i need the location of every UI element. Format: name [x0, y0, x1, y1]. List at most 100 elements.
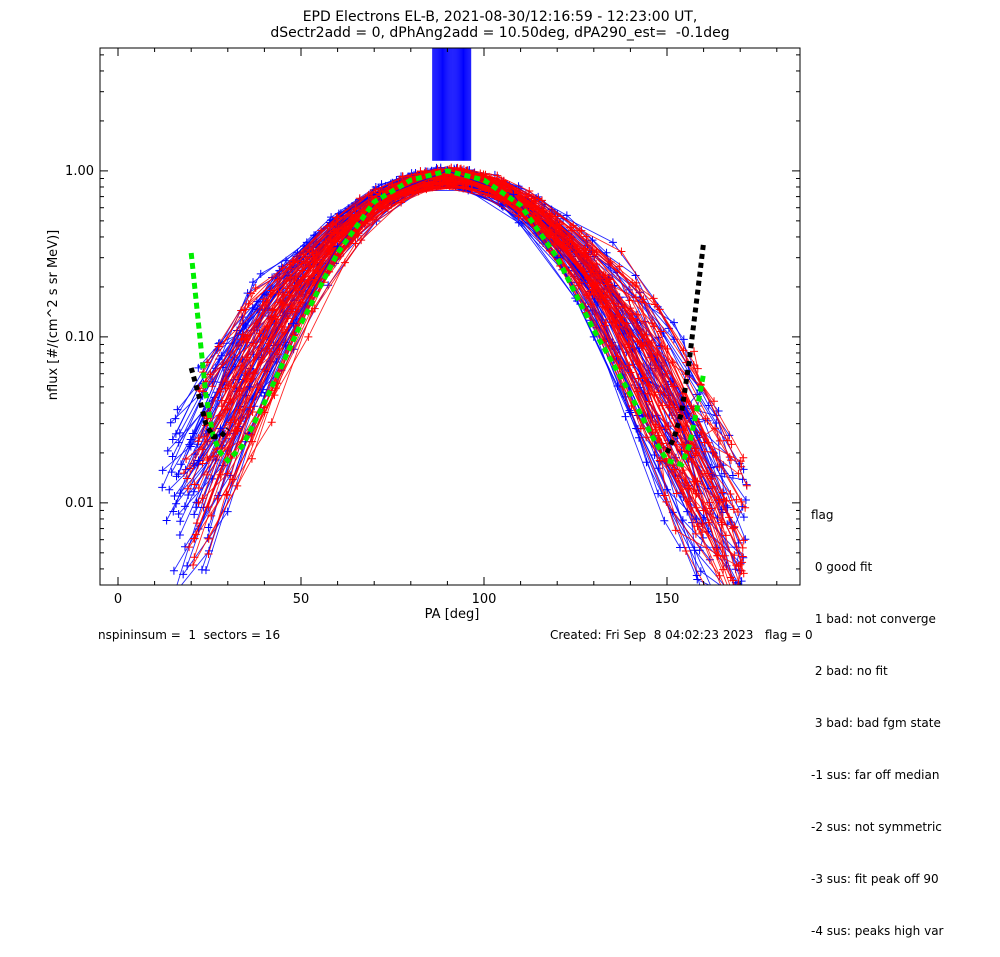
red-spin-curve-marker — [698, 528, 707, 537]
red-spin-curve-marker — [718, 488, 727, 497]
red-spin-curve-marker — [729, 576, 738, 585]
red-spin-curve-marker — [194, 434, 203, 443]
red-spin-curve-marker — [628, 314, 637, 323]
red-spin-curve-marker — [611, 319, 620, 328]
red-spin-curve-marker — [241, 369, 250, 378]
blue-spin-curve-marker — [204, 523, 213, 532]
red-spin-curve-marker — [190, 534, 199, 543]
red-spin-curve-marker — [462, 166, 471, 175]
blue-spin-curve-marker — [170, 492, 179, 501]
blue-spin-curve-marker — [660, 516, 669, 525]
red-spin-curve-marker — [707, 474, 716, 483]
red-spin-curve-marker — [708, 594, 716, 602]
red-spin-curve-marker — [449, 180, 458, 189]
red-series-line-marker — [655, 456, 664, 465]
blue-spin-curve-marker — [498, 202, 507, 211]
red-spin-curve-marker — [701, 447, 710, 456]
y-tick-label: 0.10 — [65, 330, 94, 345]
x-tick-label: 150 — [655, 592, 680, 607]
red-spin-curve-marker — [723, 436, 732, 445]
chart-title-line-1: EPD Electrons EL-B, 2021-08-30/12:16:59 … — [302, 9, 698, 25]
red-spin-curve-marker — [278, 263, 287, 272]
red-spin-curve-marker — [615, 262, 624, 271]
blue-spin-curve-marker — [174, 510, 183, 519]
blue-spin-curve-marker — [679, 335, 688, 344]
red-spin-curve-marker — [192, 519, 201, 528]
red-spin-curve-marker — [707, 504, 716, 513]
blue-spin-curve-marker — [171, 414, 180, 423]
red-spin-curve-marker — [656, 388, 665, 397]
blue-spin-curve-marker — [741, 599, 749, 607]
blue-spin-curve-marker — [249, 278, 258, 287]
red-spin-curve-marker — [190, 480, 199, 489]
red-spin-curve-marker — [681, 547, 690, 556]
red-spin-curve-marker — [179, 469, 188, 478]
red-spin-curve-marker — [231, 426, 240, 435]
red-spin-curve-marker — [738, 543, 747, 552]
red-spin-curve-marker — [740, 599, 748, 607]
data-layer — [158, 48, 751, 607]
red-spin-curve-marker — [654, 431, 663, 440]
red-spin-curve-marker — [590, 250, 599, 259]
blue-spin-curve-marker — [175, 428, 184, 437]
red-spin-curve-marker — [732, 599, 740, 607]
blue-spin-curve — [195, 185, 699, 508]
blue-spin-curve-marker — [678, 516, 687, 525]
red-spin-curve-marker — [525, 202, 534, 211]
red-spin-curve-marker — [581, 244, 590, 253]
red-spin-curve-marker — [304, 272, 313, 281]
blue-spin-curve-marker — [190, 510, 199, 519]
red-spin-curve-marker — [739, 569, 748, 578]
red-spin-curve-marker — [198, 494, 207, 503]
red-spin-curve-marker — [724, 599, 732, 607]
blue-spin-curve-marker — [167, 599, 175, 607]
red-spin-curve-marker — [345, 210, 354, 219]
red-spin-curve — [202, 167, 742, 462]
red-spin-curve-marker — [247, 374, 256, 383]
blue-series-line-marker — [165, 485, 174, 494]
blue-spin-curve-marker — [191, 503, 200, 512]
y-axis-label: nflux [#/(cm^2 s sr MeV)] — [46, 230, 61, 400]
red-spin-curve-marker — [422, 185, 431, 194]
footer-right-info: Created: Fri Sep 8 04:02:23 2023 flag = … — [550, 628, 813, 642]
red-spin-curve-marker — [203, 455, 212, 464]
blue-spin-curve — [196, 182, 737, 548]
red-spin-curve-marker — [728, 599, 736, 607]
red-spin-curve-marker — [248, 407, 257, 416]
red-spin-curve-marker — [288, 307, 297, 316]
blue-spin-curve-marker — [158, 466, 167, 475]
red-spin-curve-marker — [251, 283, 260, 292]
blue-spin-curve-marker — [201, 566, 210, 575]
blue-spin-curve-marker — [654, 489, 663, 498]
red-spin-curve-marker — [247, 454, 256, 463]
red-spin-curve-marker — [237, 306, 246, 315]
blue-spin-curve-marker — [177, 460, 186, 469]
red-spin-curve-marker — [742, 481, 751, 490]
red-spin-curve-marker — [738, 558, 747, 567]
red-spin-curve-marker — [704, 518, 713, 527]
x-tick-label: 0 — [114, 592, 122, 607]
red-spin-curve-marker — [208, 382, 217, 391]
green-fit-line — [188, 168, 707, 468]
legend-entry: 1 bad: not converge — [811, 612, 936, 626]
chart-title-line-2: dSectr2add = 0, dPhAng2add = 10.50deg, d… — [270, 25, 730, 41]
blue-series-line-marker — [194, 456, 203, 465]
blue-series-line-marker — [626, 408, 635, 417]
red-spin-curve-marker — [684, 497, 693, 506]
blue-spin-curve-marker — [223, 507, 232, 516]
red-spin-curve-marker — [710, 397, 719, 406]
red-spin-curve-marker — [182, 454, 191, 463]
blue-series-line-marker — [216, 424, 225, 433]
black-fit-line — [188, 367, 230, 440]
blue-spin-curve-marker — [168, 452, 177, 461]
red-spin-curve-marker — [739, 536, 748, 545]
legend-entry: -3 sus: fit peak off 90 — [811, 872, 939, 886]
red-spin-curve-marker — [614, 302, 623, 311]
footer-left-info: nspininsum = 1 sectors = 16 — [98, 628, 281, 642]
red-spin-curve-marker — [740, 599, 748, 607]
blue-spin-curve-marker — [739, 513, 748, 522]
blue-spin-curve-marker — [166, 418, 175, 427]
red-spin-curve-marker — [286, 273, 295, 282]
red-spin-curve-marker — [682, 397, 691, 406]
blue-spin-curve-marker — [741, 495, 750, 504]
